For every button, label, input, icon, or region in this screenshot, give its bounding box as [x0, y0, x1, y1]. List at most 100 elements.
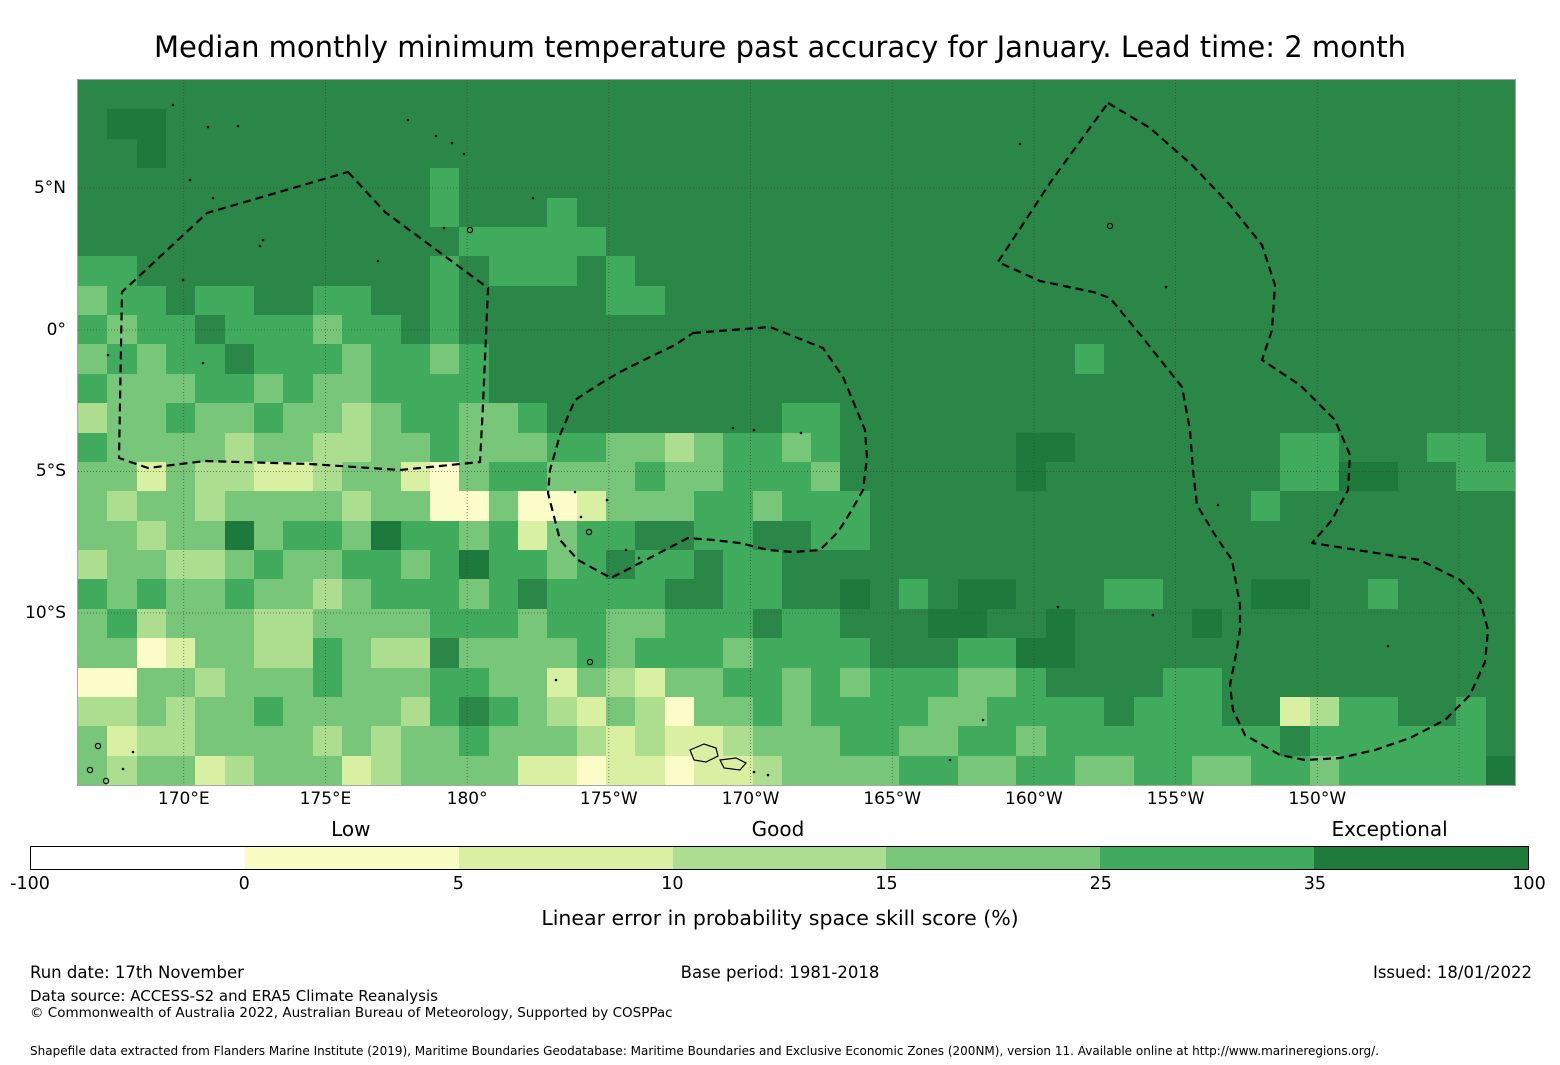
heatmap-cell — [459, 550, 489, 580]
heatmap-cell — [547, 109, 577, 139]
heatmap-cell — [1339, 256, 1369, 286]
heatmap-cell — [752, 80, 782, 110]
heatmap-cell — [1016, 344, 1046, 374]
heatmap-cell — [283, 138, 313, 169]
heatmap-cell — [547, 80, 577, 110]
heatmap-cell — [576, 197, 606, 227]
heatmap-cell — [165, 256, 196, 286]
heatmap-cell — [488, 138, 518, 169]
heatmap-cell — [1075, 461, 1105, 492]
heatmap-cell — [1280, 168, 1310, 198]
heatmap-cell — [899, 491, 929, 521]
heatmap-cell — [253, 138, 284, 169]
heatmap-cell — [987, 579, 1017, 609]
heatmap-cell — [429, 226, 460, 257]
heatmap-cell — [1045, 579, 1076, 609]
heatmap-cell — [195, 550, 225, 580]
heatmap-cell — [78, 109, 108, 139]
heatmap-cell — [1339, 344, 1369, 374]
heatmap-cell — [312, 696, 342, 727]
heatmap-cell — [664, 461, 694, 492]
heatmap-cell — [1104, 285, 1134, 315]
heatmap-cell — [136, 432, 166, 462]
heatmap-cell — [1192, 726, 1222, 756]
heatmap-cell — [1485, 138, 1515, 169]
heatmap-cell — [869, 373, 900, 404]
heatmap-cell — [1016, 432, 1046, 462]
heatmap-cell — [488, 491, 518, 521]
heatmap-cell — [1133, 638, 1164, 668]
heatmap-cell — [635, 256, 665, 286]
heatmap-cell — [283, 109, 313, 139]
heatmap-cell — [840, 197, 870, 227]
heatmap-cell — [576, 432, 606, 462]
heatmap-cell — [987, 696, 1017, 727]
heatmap-cell — [693, 520, 724, 550]
heatmap-cell — [576, 256, 606, 286]
heatmap-cell — [605, 608, 636, 639]
heatmap-cell — [1133, 138, 1164, 169]
heatmap-cell — [1397, 109, 1428, 139]
heatmap-cell — [928, 373, 958, 404]
heatmap-cell — [312, 226, 342, 257]
heatmap-cell — [1016, 403, 1046, 433]
heatmap-cell — [224, 726, 254, 756]
heatmap-cell — [400, 755, 430, 785]
heatmap-cell — [869, 461, 900, 492]
heatmap-cell — [1280, 109, 1310, 139]
heatmap-cell — [1485, 638, 1515, 668]
heatmap-cell — [1397, 520, 1428, 550]
heatmap-cell — [429, 138, 460, 169]
heatmap-cell — [664, 608, 694, 639]
heatmap-cell — [840, 256, 870, 286]
heatmap-cell — [283, 579, 313, 609]
heatmap-cell — [987, 667, 1017, 697]
heatmap-cell — [1368, 579, 1398, 609]
heatmap-cell — [107, 226, 137, 257]
heatmap-cell — [1456, 638, 1486, 668]
heatmap-cell — [987, 344, 1017, 374]
heatmap-cell — [459, 520, 489, 550]
heatmap-cell — [957, 138, 988, 169]
heatmap-cell — [371, 579, 401, 609]
island-mark — [1056, 605, 1060, 609]
heatmap-cell — [136, 608, 166, 639]
heatmap-cell — [664, 197, 694, 227]
heatmap-cell — [899, 373, 929, 404]
heatmap-cell — [371, 432, 401, 462]
heatmap-cell — [1104, 138, 1134, 169]
heatmap-cell — [517, 638, 548, 668]
heatmap-cell — [1133, 168, 1164, 198]
heatmap-cell — [136, 256, 166, 286]
heatmap-cell — [928, 109, 958, 139]
heatmap-cell — [517, 138, 548, 169]
heatmap-cell — [1280, 315, 1310, 345]
island-outline — [689, 743, 719, 763]
heatmap-cell — [1427, 168, 1457, 198]
heatmap-cell — [517, 550, 548, 580]
heatmap-cell — [987, 256, 1017, 286]
heatmap-cell — [136, 197, 166, 227]
heatmap-cell — [928, 80, 958, 110]
heatmap-cell — [488, 168, 518, 198]
heatmap-cell — [429, 403, 460, 433]
heatmap-cell — [811, 755, 841, 785]
heatmap-cell — [635, 315, 665, 345]
heatmap-cell — [1427, 726, 1457, 756]
heatmap-cell — [957, 550, 988, 580]
heatmap-cell — [78, 432, 108, 462]
heatmap-cell — [195, 256, 225, 286]
heatmap-cell — [811, 403, 841, 433]
heatmap-cell — [752, 226, 782, 257]
heatmap-cell — [459, 726, 489, 756]
heatmap-cell — [195, 608, 225, 639]
heatmap-cell — [928, 579, 958, 609]
heatmap-cell — [165, 197, 196, 227]
heatmap-cell — [811, 168, 841, 198]
heatmap-cell — [576, 638, 606, 668]
heatmap-cell — [1016, 315, 1046, 345]
heatmap-cell — [635, 696, 665, 727]
heatmap-cell — [1221, 755, 1252, 785]
heatmap-cell — [400, 550, 430, 580]
